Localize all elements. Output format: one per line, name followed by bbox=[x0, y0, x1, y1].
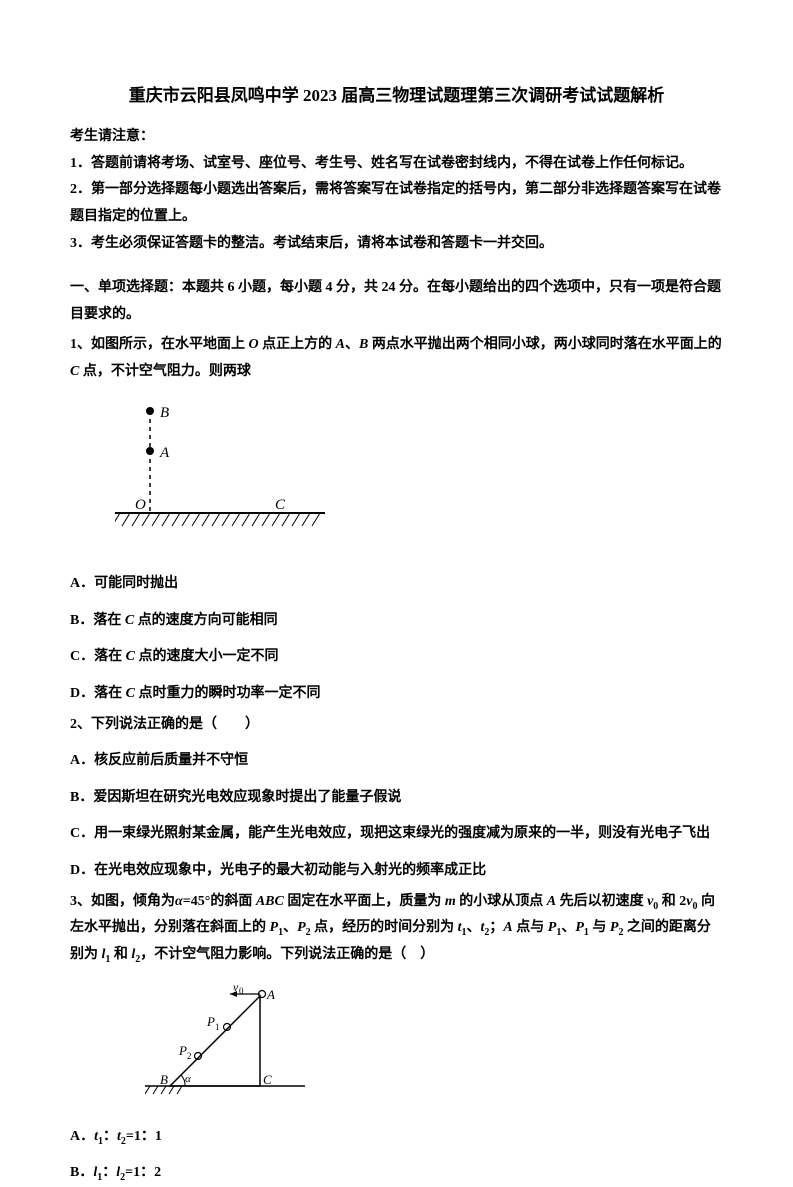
q3-p2: P bbox=[297, 920, 306, 935]
q2-option-a: A．核反应前后质量并不守恒 bbox=[70, 748, 723, 775]
page-title: 重庆市云阳县凤鸣中学 2023 届高三物理试题理第三次调研考试试题解析 bbox=[70, 80, 723, 112]
q3-t10: 、 bbox=[467, 920, 481, 935]
fig2-alpha: α bbox=[185, 1073, 191, 1085]
q3-alpha: α bbox=[175, 894, 183, 909]
q2-option-d: D．在光电效应现象中，光电子的最大初动能与入射光的频率成正比 bbox=[70, 858, 723, 885]
q3-t1: 3、如图，倾角为 bbox=[70, 894, 175, 909]
fig1-B: B bbox=[160, 405, 169, 421]
q1d-t1: D．落在 bbox=[70, 686, 126, 701]
notice-header: 考生请注意： bbox=[70, 124, 723, 151]
q1-option-b: B．落在 C 点的速度方向可能相同 bbox=[70, 608, 723, 635]
q3-a: A bbox=[547, 894, 556, 909]
fig2-v0s: 0 bbox=[239, 986, 244, 996]
notice-1: 1．答题前请将考场、试室号、座位号、考生号、姓名写在试卷密封线内，不得在试卷上作… bbox=[70, 151, 723, 178]
q3-t4: 的小球从顶点 bbox=[456, 894, 547, 909]
q3b-t1: B． bbox=[70, 1165, 93, 1180]
fig2-P1s: 1 bbox=[215, 1022, 220, 1032]
fig2-P2s: 2 bbox=[187, 1051, 192, 1061]
q1-option-c: C．落在 C 点的速度大小一定不同 bbox=[70, 644, 723, 671]
fig1-O: O bbox=[135, 497, 146, 513]
q3-t9: 点，经历的时间分别为 bbox=[311, 920, 458, 935]
fig1-hatching bbox=[115, 513, 320, 526]
question-3: 3、如图，倾角为α=45°的斜面 ABC 固定在水平面上，质量为 m 的小球从顶… bbox=[70, 889, 723, 969]
fig2-hatching bbox=[145, 1086, 182, 1094]
q3-t14: 与 bbox=[589, 920, 610, 935]
q1-B: B bbox=[359, 337, 368, 352]
figure-2-svg: v 0 A P 1 P 2 B C α bbox=[145, 981, 305, 1101]
q3-option-b: B．l1：l2=1：2 bbox=[70, 1160, 723, 1187]
q1b-t1: B．落在 bbox=[70, 613, 125, 628]
q3-t17: ，不计空气阻力影响。下列说法正确的是（ ） bbox=[140, 947, 434, 962]
q3a-t1: A． bbox=[70, 1129, 94, 1144]
fig2-A: A bbox=[266, 987, 275, 1002]
q3-p1c: P bbox=[575, 920, 584, 935]
q2-option-c: C．用一束绿光照射某金属，能产生光电效应，现把这束绿光的强度减为原来的一半，则没… bbox=[70, 821, 723, 848]
fig1-C: C bbox=[275, 497, 286, 513]
q1-t2: 点正上方的 bbox=[259, 337, 336, 352]
q3-t3: 固定在水平面上，质量为 bbox=[284, 894, 445, 909]
q3-t8: 、 bbox=[283, 920, 297, 935]
figure-1-svg: B A O C bbox=[115, 401, 325, 546]
q1-text: 1、如图所示，在水平地面上 bbox=[70, 337, 249, 352]
q1-t3: 、 bbox=[345, 337, 359, 352]
question-2: 2、下列说法正确的是（ ） bbox=[70, 712, 723, 739]
q3-m: m bbox=[445, 894, 456, 909]
q1-C: C bbox=[70, 364, 79, 379]
q3-abc: ABC bbox=[256, 894, 284, 909]
q1d-c: C bbox=[126, 686, 135, 701]
fig2-P1: P bbox=[206, 1014, 215, 1029]
figure-1: B A O C bbox=[115, 401, 723, 557]
q3-t11: ； bbox=[489, 920, 503, 935]
q3-p1: P bbox=[270, 920, 279, 935]
q3-t13: 、 bbox=[561, 920, 575, 935]
q1-t4: 两点水平抛出两个相同小球，两小球同时落在水平面上的 bbox=[368, 337, 722, 352]
q3a-c: ： bbox=[103, 1129, 117, 1144]
q3-a3: A bbox=[503, 920, 512, 935]
q3-t6: 和 2 bbox=[658, 894, 686, 909]
question-1: 1、如图所示，在水平地面上 O 点正上方的 A、B 两点水平抛出两个相同小球，两… bbox=[70, 332, 723, 385]
q1b-c: C bbox=[125, 613, 134, 628]
q1c-c: C bbox=[126, 649, 135, 664]
q3-t12: 点与 bbox=[513, 920, 548, 935]
q1-A: A bbox=[336, 337, 345, 352]
q3b-c: ： bbox=[102, 1165, 116, 1180]
q3-t16: 和 bbox=[110, 947, 131, 962]
notice-2: 2．第一部分选择题每小题选出答案后，需将答案写在试卷指定的括号内，第二部分非选择… bbox=[70, 177, 723, 230]
q1-t5: 点，不计空气阻力。则两球 bbox=[79, 364, 251, 379]
fig1-A: A bbox=[159, 445, 170, 461]
figure-2: v 0 A P 1 P 2 B C α bbox=[145, 981, 723, 1112]
q3b-eq: =1：2 bbox=[125, 1165, 161, 1180]
q1d-t2: 点时重力的瞬时功率一定不同 bbox=[135, 686, 321, 701]
q1-option-d: D．落在 C 点时重力的瞬时功率一定不同 bbox=[70, 681, 723, 708]
section-1-header: 一、单项选择题：本题共 6 小题，每小题 4 分，共 24 分。在每小题给出的四… bbox=[70, 275, 723, 328]
q1c-t1: C．落在 bbox=[70, 649, 126, 664]
q1-O: O bbox=[249, 337, 259, 352]
q3-t2: =45°的斜面 bbox=[183, 894, 256, 909]
fig2-B: B bbox=[160, 1072, 168, 1087]
q3-option-a: A．t1：t2=1：1 bbox=[70, 1124, 723, 1151]
q1c-t2: 点的速度大小一定不同 bbox=[135, 649, 279, 664]
q3a-eq: =1：1 bbox=[126, 1129, 162, 1144]
q1-option-a: A．可能同时抛出 bbox=[70, 571, 723, 598]
fig2-P2: P bbox=[178, 1043, 187, 1058]
q3-t5: 先后以初速度 bbox=[556, 894, 647, 909]
q2-option-b: B．爱因斯坦在研究光电效应现象时提出了能量子假说 bbox=[70, 785, 723, 812]
fig2-C: C bbox=[263, 1072, 272, 1087]
notice-3: 3．考生必须保证答题卡的整洁。考试结束后，请将本试卷和答题卡一并交回。 bbox=[70, 231, 723, 258]
q1b-t2: 点的速度方向可能相同 bbox=[134, 613, 278, 628]
